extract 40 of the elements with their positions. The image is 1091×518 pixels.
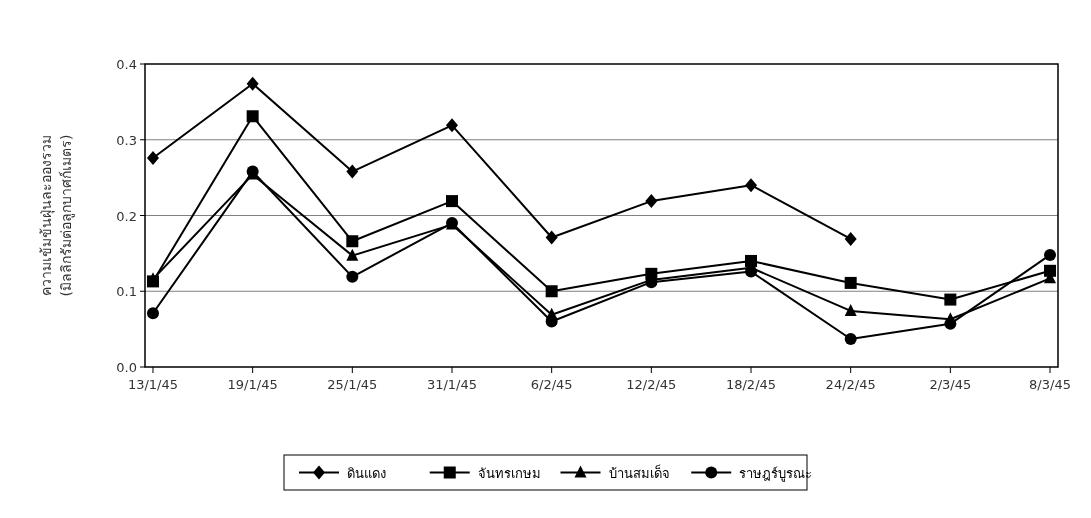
point <box>1044 248 1057 261</box>
x-tick-label: 19/1/45 <box>227 377 278 392</box>
y-axis-title: ความเข้มข้นฝุ่นละอองรวม (มิลลิกรัมต่อลูกบาศก์เมตร) <box>38 134 75 297</box>
y-tick-label: 0.4 <box>116 57 137 72</box>
point <box>146 150 159 165</box>
point <box>545 230 558 245</box>
x-tick-label: 25/1/45 <box>327 377 378 392</box>
point <box>944 293 957 306</box>
legend-label: จันทรเกษม <box>477 465 541 481</box>
point <box>246 76 259 91</box>
point <box>445 118 458 133</box>
point <box>844 332 857 345</box>
point <box>445 195 458 208</box>
y-tick-label: 0.2 <box>116 208 137 224</box>
point <box>844 303 857 316</box>
x-tick-label: 18/2/45 <box>725 377 777 392</box>
point <box>346 248 359 261</box>
point <box>346 270 359 283</box>
legend-label: บ้านสมเด็จ <box>608 463 670 481</box>
x-tick-label: 31/1/45 <box>426 377 478 392</box>
x-tick-label: 13/1/45 <box>127 377 179 392</box>
point <box>146 307 159 320</box>
point <box>844 231 857 246</box>
point <box>346 235 359 248</box>
point <box>346 164 359 179</box>
legend-label: ดินแดง <box>347 465 386 481</box>
y-tick-label: 0.0 <box>116 360 137 375</box>
x-tick-label: 6/2/45 <box>530 377 573 392</box>
point <box>545 285 558 298</box>
point <box>645 194 658 209</box>
x-tick-label: 8/3/45 <box>1029 377 1071 392</box>
x-tick-label: 12/2/45 <box>626 377 677 392</box>
point <box>844 276 857 289</box>
x-tick-label: 2/3/45 <box>929 377 972 392</box>
x-tick-label: 24/2/45 <box>825 377 876 392</box>
y-tick-label: 0.3 <box>116 132 137 148</box>
point <box>745 178 758 193</box>
legend-label: ราษฎร์บูรณะ <box>739 465 813 482</box>
point <box>246 110 259 123</box>
y-tick-label: 0.1 <box>116 284 137 300</box>
